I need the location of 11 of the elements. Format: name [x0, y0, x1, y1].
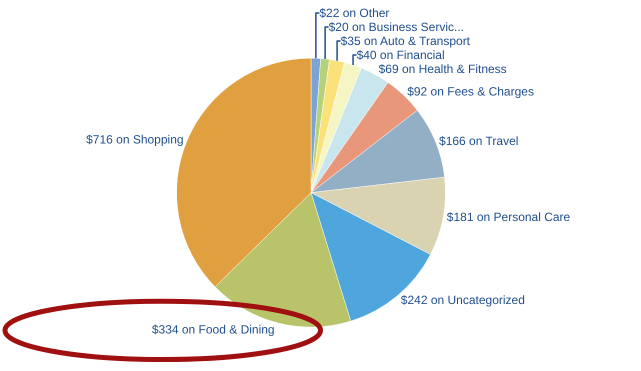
- slice-label: $20 on Business Servic...: [328, 20, 464, 34]
- slice-label: $716 on Shopping: [86, 132, 184, 147]
- slice-label: $166 on Travel: [439, 134, 518, 148]
- slice-label: $334 on Food & Dining: [152, 322, 275, 337]
- slice-label: $22 on Other: [319, 6, 390, 20]
- slice-label: $242 on Uncategorized: [400, 292, 525, 307]
- slice-label: $181 on Personal Care: [446, 210, 571, 224]
- slice-label: $69 on Health & Fitness: [378, 62, 507, 76]
- slice-label: $40 on Financial: [356, 48, 445, 62]
- slice-label: $35 on Auto & Transport: [340, 34, 471, 48]
- slice-label: $92 on Fees & Charges: [407, 84, 534, 99]
